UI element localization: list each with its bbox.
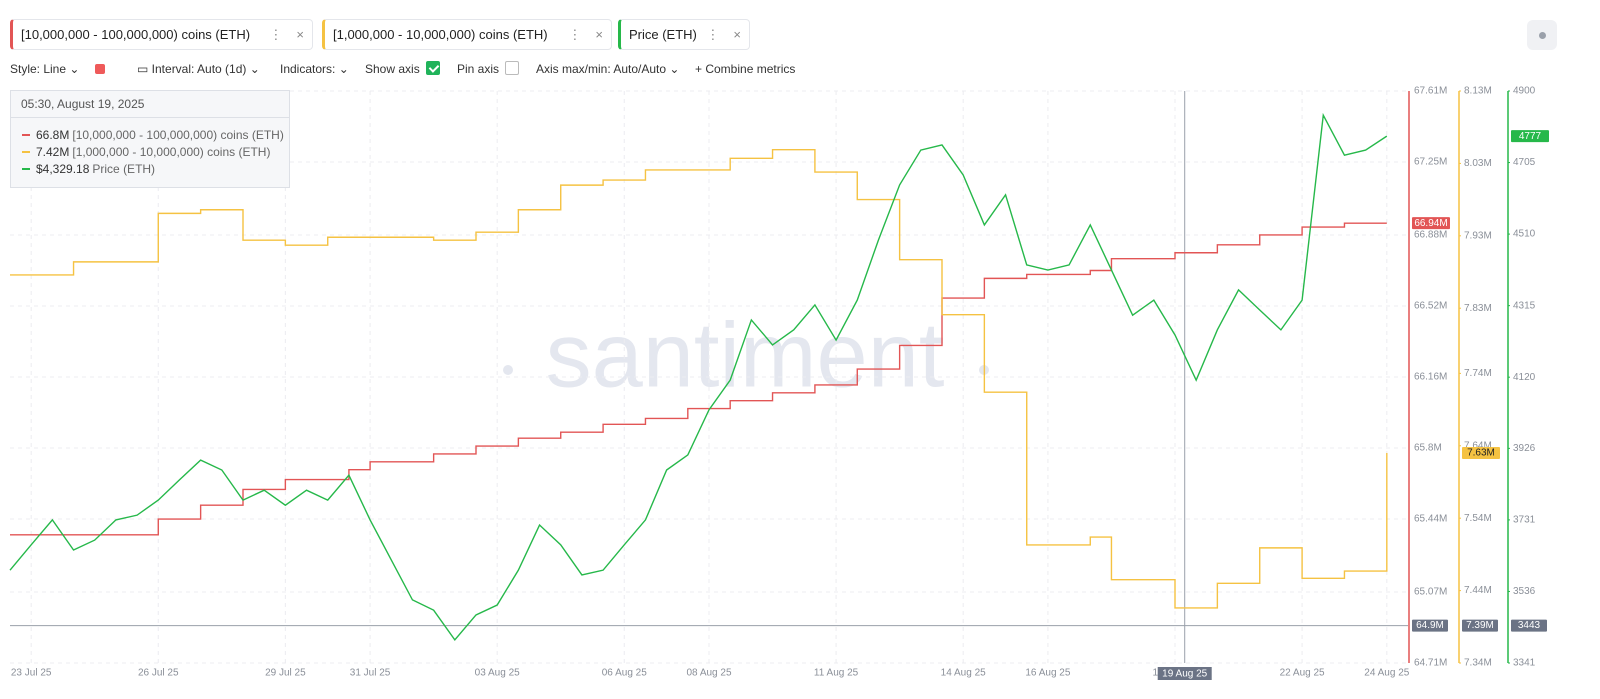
y-tick-label: 4510: [1513, 229, 1536, 240]
y-tick-label: 7.93M: [1464, 230, 1492, 241]
combine-metrics[interactable]: + Combine metrics: [695, 62, 796, 76]
series-line: [9, 112, 1388, 642]
tab-close-icon[interactable]: ×: [595, 27, 603, 42]
y-tick-label: 66.16M: [1414, 372, 1447, 383]
indicators-select[interactable]: Indicators: ⌄: [280, 62, 349, 76]
x-tick-label: 16 Aug 25: [1025, 668, 1070, 679]
tab-close-icon[interactable]: ×: [296, 27, 304, 42]
x-tick-label: 08 Aug 25: [686, 668, 731, 679]
metric-tab-label: [10,000,000 - 100,000,000) coins (ETH): [21, 27, 251, 42]
y-tick-label: 4315: [1513, 300, 1536, 311]
x-tick-label: 11 Aug 25: [814, 668, 859, 679]
x-tick-label: 23 Jul 25: [11, 668, 52, 679]
series-line: [10, 222, 1387, 536]
watermark-dot: [503, 365, 513, 375]
x-tick-label: 14 Aug 25: [941, 668, 986, 679]
y-tick-label: 7.44M: [1464, 585, 1492, 596]
tooltip-value: $4,329.18: [36, 161, 90, 176]
tab-menu-icon[interactable]: ⋮: [706, 26, 720, 42]
tooltip-name: Price (ETH): [92, 161, 156, 176]
y-tick-label: 67.61M: [1414, 86, 1447, 97]
y-tick-label: 8.03M: [1464, 158, 1492, 169]
y-tick-label: 3536: [1513, 586, 1536, 597]
metric-tab-label: Price (ETH): [629, 27, 697, 42]
y-tick-label: 7.64M: [1464, 440, 1492, 451]
value-badge: [1462, 619, 1498, 632]
color-picker[interactable]: [95, 64, 105, 74]
pin-axis-checkbox[interactable]: [505, 61, 519, 75]
tooltip-swatch: [22, 150, 30, 153]
y-tick-label: 7.83M: [1464, 303, 1492, 314]
value-badge: [1412, 217, 1450, 230]
y-tick-label: 4900: [1513, 86, 1536, 97]
tooltip-name: [10,000,000 - 100,000,000) coins (ETH): [72, 127, 284, 142]
x-tick-label: 31 Jul 25: [350, 668, 391, 679]
x-tick-label: 03 Aug 25: [475, 668, 520, 679]
tooltip-value: 66.8M: [36, 127, 70, 142]
y-tick-label: 67.25M: [1414, 157, 1447, 168]
metric-tab[interactable]: [10,000,000 - 100,000,000) coins (ETH) ⋮ ×: [10, 19, 313, 50]
settings-button[interactable]: [1527, 20, 1557, 50]
y-tick-label: 65.07M: [1414, 587, 1447, 598]
show-axis-checkbox[interactable]: [426, 61, 440, 75]
x-tick-label: 24 Aug 25: [1364, 668, 1409, 679]
value-badge-label: 7.39M: [1466, 620, 1494, 631]
value-badge-label: 4777: [1519, 131, 1542, 142]
tooltip-name: [1,000,000 - 10,000,000) coins (ETH): [72, 144, 271, 159]
metric-tab[interactable]: [1,000,000 - 10,000,000) coins (ETH) ⋮ ×: [322, 19, 612, 50]
y-tick-label: 8.13M: [1464, 86, 1492, 97]
y-tick-label: 64.71M: [1414, 658, 1447, 669]
interval-select[interactable]: ▭ Interval: Auto (1d) ⌄: [137, 62, 260, 76]
x-tick-label: 26 Jul 25: [138, 668, 179, 679]
x-tick-label: 22 Aug 25: [1280, 668, 1325, 679]
style-select[interactable]: Style: Line ⌄: [10, 62, 80, 76]
y-tick-label: 65.8M: [1414, 443, 1442, 454]
tooltip-row: 7.42M [1,000,000 - 10,000,000) coins (ETH…: [11, 143, 289, 160]
tab-menu-icon[interactable]: ⋮: [269, 26, 283, 42]
y-tick-label: 7.54M: [1464, 513, 1492, 524]
tooltip-row: 66.8M [10,000,000 - 100,000,000) coins (E…: [11, 126, 289, 143]
value-badge: [1462, 447, 1500, 460]
crosshair-x-badge: [1157, 667, 1212, 680]
y-tick-label: 3926: [1513, 443, 1536, 454]
value-badge-label: 7.63M: [1467, 448, 1495, 459]
value-badge-label: 3443: [1518, 620, 1541, 631]
tooltip-time: 05:30, August 19, 2025: [11, 91, 289, 118]
y-tick-label: 4705: [1513, 157, 1536, 168]
y-tick-label: 7.34M: [1464, 658, 1492, 669]
x-tick-label: 06 Aug 25: [602, 668, 647, 679]
metric-tab-label: [1,000,000 - 10,000,000) coins (ETH): [333, 27, 548, 42]
show-axis-label: Show axis: [365, 62, 420, 76]
value-badge-label: 64.9M: [1416, 620, 1444, 631]
y-tick-label: 3731: [1513, 515, 1536, 526]
value-badge-label: 66.94M: [1414, 218, 1447, 229]
y-tick-label: 4120: [1513, 372, 1536, 383]
tooltip-swatch: [22, 167, 30, 170]
x-tick-label: 29 Jul 25: [265, 668, 306, 679]
pin-axis-label: Pin axis: [457, 62, 500, 76]
y-tick-label: 7.74M: [1464, 368, 1492, 379]
series-line: [10, 148, 1388, 609]
axis-range-select[interactable]: Axis max/min: Auto/Auto ⌄: [536, 62, 680, 76]
tooltip-row: $4,329.18 Price (ETH): [11, 160, 289, 177]
y-tick-label: 66.88M: [1414, 230, 1447, 241]
value-badge: [1511, 619, 1547, 632]
y-tick-label: 65.44M: [1414, 514, 1447, 525]
watermark: santiment: [546, 304, 945, 406]
tooltip: 05:30, August 19, 2025 66.8M [10,000,000 …: [10, 90, 290, 188]
tooltip-swatch: [22, 133, 30, 136]
tooltip-value: 7.42M: [36, 144, 70, 159]
value-badge: [1511, 130, 1549, 143]
tab-menu-icon[interactable]: ⋮: [568, 26, 582, 42]
value-badge: [1412, 619, 1448, 632]
metric-tab[interactable]: Price (ETH) ⋮ ×: [618, 19, 750, 50]
y-tick-label: 3341: [1513, 658, 1536, 669]
crosshair-x-label: 19 Aug 25: [1162, 669, 1207, 680]
y-tick-label: 66.52M: [1414, 301, 1447, 312]
tab-close-icon[interactable]: ×: [733, 27, 741, 42]
